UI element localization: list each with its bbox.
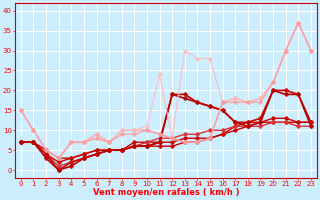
X-axis label: Vent moyen/en rafales ( km/h ): Vent moyen/en rafales ( km/h ) — [92, 188, 239, 197]
